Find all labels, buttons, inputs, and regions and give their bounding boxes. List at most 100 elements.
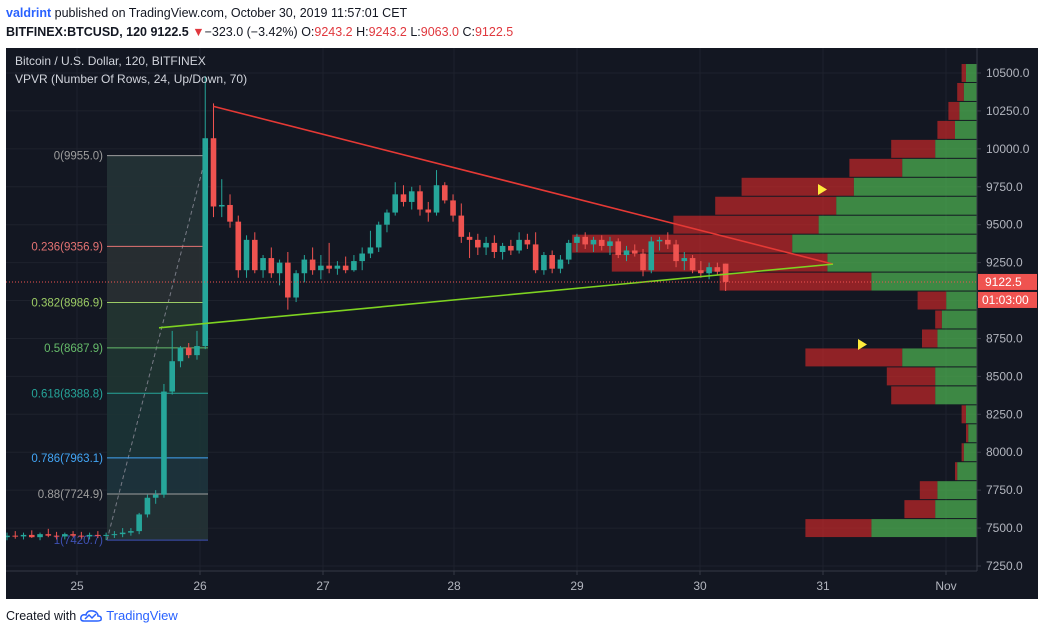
volume-profile-up-bar	[966, 64, 977, 82]
tradingview-brand[interactable]: TradingView	[106, 608, 178, 623]
candle-body	[615, 241, 622, 256]
candle-body	[673, 244, 679, 262]
volume-profile-down-bar	[948, 101, 960, 120]
candle-body	[62, 534, 68, 537]
candle-body	[565, 242, 572, 260]
tradingview-cloud-icon	[80, 609, 103, 622]
candle-body	[541, 255, 547, 271]
fib-level-label: 0.236(9356.9)	[31, 241, 103, 253]
candle-body	[475, 239, 481, 248]
candle-body	[45, 534, 52, 536]
volume-profile-up-bar	[935, 386, 977, 405]
candle-body	[202, 138, 209, 347]
countdown-badge	[978, 291, 1037, 308]
volume-profile-up-bar	[957, 462, 977, 481]
price-tick-label: 7500.0	[986, 521, 1023, 535]
candle-body	[86, 534, 93, 537]
price-tick-label: 9500.0	[986, 218, 1023, 232]
price-tick-label: 8250.0	[986, 407, 1023, 421]
price-tick-label: 9250.0	[986, 256, 1023, 270]
candle-body	[260, 258, 266, 271]
time-axis-background	[6, 571, 1038, 599]
author-link[interactable]: valdrint	[6, 6, 52, 20]
candle-body	[309, 259, 316, 271]
volume-profile-down-bar	[741, 177, 854, 196]
candle-body	[698, 270, 704, 274]
published-text: published on TradingView.com, October 30…	[54, 6, 408, 20]
volume-profile	[572, 64, 977, 538]
candle-body	[243, 239, 250, 271]
candle-body	[640, 253, 646, 271]
volume-profile-up-bar	[955, 120, 977, 139]
candle-body	[268, 258, 275, 274]
price-axis[interactable]: 10500.0 10250.0 10000.0 9750.0 9500.0 9250.0 9…	[976, 48, 1038, 573]
candle-body	[276, 262, 283, 274]
volume-profile-up-bar	[937, 329, 977, 348]
chart-title: Bitcoin / U.S. Dollar, 120, BITFINEX	[15, 54, 206, 68]
close-label: C:	[462, 25, 475, 39]
down-arrow-icon: ▼	[192, 25, 205, 39]
volume-profile-up-bar	[935, 500, 977, 519]
time-tick-label: 31	[816, 579, 830, 593]
volume-profile-down-bar	[961, 443, 964, 462]
volume-profile-down-bar	[891, 139, 936, 158]
volume-profile-up-bar	[836, 196, 977, 215]
candle-body	[483, 242, 489, 248]
candle-body	[111, 534, 118, 536]
volume-profile-down-bar	[849, 158, 903, 177]
fib-band	[107, 457, 208, 494]
fib-band	[107, 493, 208, 541]
volume-profile-up-bar	[792, 234, 977, 253]
footer: Created with TradingView	[6, 608, 178, 623]
candle-body	[524, 239, 531, 245]
price-tick-label: 8500.0	[986, 369, 1023, 383]
candle-body	[293, 273, 299, 298]
candle-body	[466, 236, 473, 240]
created-with-label: Created with	[6, 608, 77, 623]
volume-profile-down-bar	[937, 120, 955, 139]
candle-body	[53, 535, 60, 537]
high-value: 9243.2	[368, 25, 407, 39]
time-tick-label: 28	[447, 579, 461, 593]
open-value: 9243.2	[314, 25, 353, 39]
volume-profile-down-bar	[805, 348, 903, 367]
candle-body	[681, 258, 688, 262]
time-tick-label: 26	[193, 579, 207, 593]
candle-body	[227, 204, 233, 222]
fib-level-label: 0.382(8986.9)	[31, 298, 103, 310]
volume-profile-down-bar	[919, 481, 938, 500]
fib-band	[107, 155, 208, 247]
arrow-markers	[818, 184, 867, 350]
candle-body	[37, 534, 43, 538]
last-price: 9122.5	[150, 25, 189, 39]
indicator-legend[interactable]: VPVR (Number Of Rows, 24, Up/Down, 70)	[15, 72, 247, 86]
volume-profile-down-bar	[957, 82, 964, 101]
close-value: 9122.5	[474, 25, 514, 39]
candle-body	[722, 263, 729, 282]
price-tick-label: 7250.0	[986, 559, 1023, 573]
price-tick-label: 7750.0	[986, 483, 1023, 497]
volume-profile-up-bar	[818, 215, 977, 234]
last-price-badge	[978, 273, 1037, 290]
low-label: L:	[410, 25, 421, 39]
volume-profile-up-bar	[853, 177, 977, 196]
candle-body	[656, 239, 663, 242]
candle-body	[342, 265, 349, 271]
candle-body	[408, 191, 415, 202]
fib-level-label: 0.786(7963.1)	[31, 453, 103, 465]
candle-body	[706, 267, 712, 274]
price-tick-label: 8750.0	[986, 331, 1023, 345]
volume-profile-up-bar	[946, 291, 977, 310]
trendlines[interactable]	[6, 105, 977, 329]
candle-body	[367, 247, 374, 254]
price-chart[interactable]: 0(9955.0) 0.236(9356.9) 0.382(8986.9) 0.5(8…	[6, 48, 1038, 599]
time-axis[interactable]: 25 26 27 28 29 30 31 Nov	[6, 570, 1038, 599]
candle-body	[169, 361, 175, 392]
fibonacci-retracement[interactable]: 0(9955.0) 0.236(9356.9) 0.382(8986.9) 0.5(8…	[31, 151, 208, 547]
price-change: −323.0 (−3.42%)	[204, 25, 298, 39]
candle-body	[161, 391, 167, 495]
candle-body	[185, 347, 192, 356]
volume-profile-down-bar	[961, 405, 966, 424]
volume-profile-down-bar	[955, 462, 958, 481]
candle-body	[623, 250, 630, 256]
